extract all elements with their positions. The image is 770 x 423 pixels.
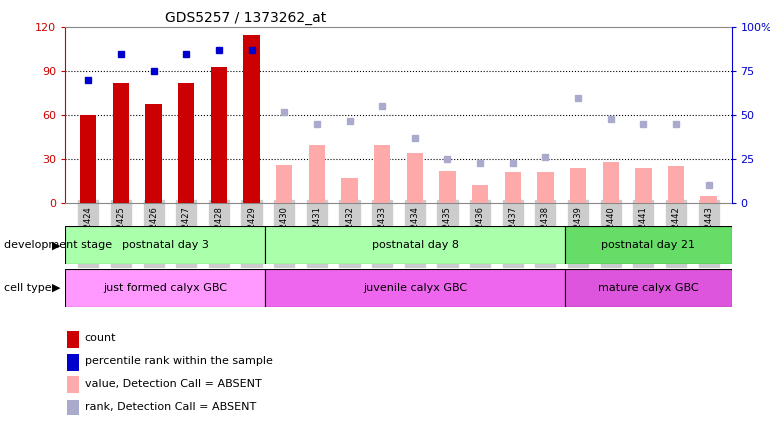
Bar bbox=[112, 83, 129, 203]
Bar bbox=[407, 153, 423, 203]
Bar bbox=[243, 35, 259, 203]
Bar bbox=[146, 104, 162, 203]
Text: ▶: ▶ bbox=[52, 240, 60, 250]
Bar bbox=[570, 168, 586, 203]
Bar bbox=[504, 172, 521, 203]
Bar bbox=[472, 185, 488, 203]
Text: GDS5257 / 1373262_at: GDS5257 / 1373262_at bbox=[166, 11, 326, 25]
Text: ▶: ▶ bbox=[52, 283, 60, 293]
Bar bbox=[309, 145, 325, 203]
Bar bbox=[374, 145, 390, 203]
Bar bbox=[635, 168, 651, 203]
Text: count: count bbox=[85, 333, 116, 343]
Text: postnatal day 8: postnatal day 8 bbox=[372, 240, 459, 250]
Text: just formed calyx GBC: just formed calyx GBC bbox=[103, 283, 227, 293]
Text: cell type: cell type bbox=[4, 283, 52, 293]
Text: percentile rank within the sample: percentile rank within the sample bbox=[85, 357, 273, 366]
Bar bbox=[276, 165, 293, 203]
Bar bbox=[701, 196, 717, 203]
Text: juvenile calyx GBC: juvenile calyx GBC bbox=[363, 283, 467, 293]
Bar bbox=[668, 167, 685, 203]
Bar bbox=[565, 269, 731, 307]
Bar bbox=[265, 269, 565, 307]
Bar bbox=[68, 354, 79, 371]
Bar bbox=[565, 226, 731, 264]
Bar bbox=[65, 226, 265, 264]
Bar bbox=[211, 67, 227, 203]
Bar bbox=[178, 83, 194, 203]
Bar bbox=[603, 162, 619, 203]
Bar bbox=[537, 172, 554, 203]
Bar bbox=[265, 226, 565, 264]
Text: rank, Detection Call = ABSENT: rank, Detection Call = ABSENT bbox=[85, 402, 256, 412]
Bar bbox=[80, 115, 96, 203]
Bar bbox=[440, 171, 456, 203]
Text: development stage: development stage bbox=[4, 240, 112, 250]
Bar bbox=[68, 331, 79, 348]
Bar bbox=[65, 269, 265, 307]
Bar bbox=[341, 178, 357, 203]
Text: postnatal day 21: postnatal day 21 bbox=[601, 240, 695, 250]
Text: value, Detection Call = ABSENT: value, Detection Call = ABSENT bbox=[85, 379, 262, 389]
Bar bbox=[68, 400, 79, 416]
Bar bbox=[68, 376, 79, 393]
Text: postnatal day 3: postnatal day 3 bbox=[122, 240, 209, 250]
Text: mature calyx GBC: mature calyx GBC bbox=[598, 283, 698, 293]
